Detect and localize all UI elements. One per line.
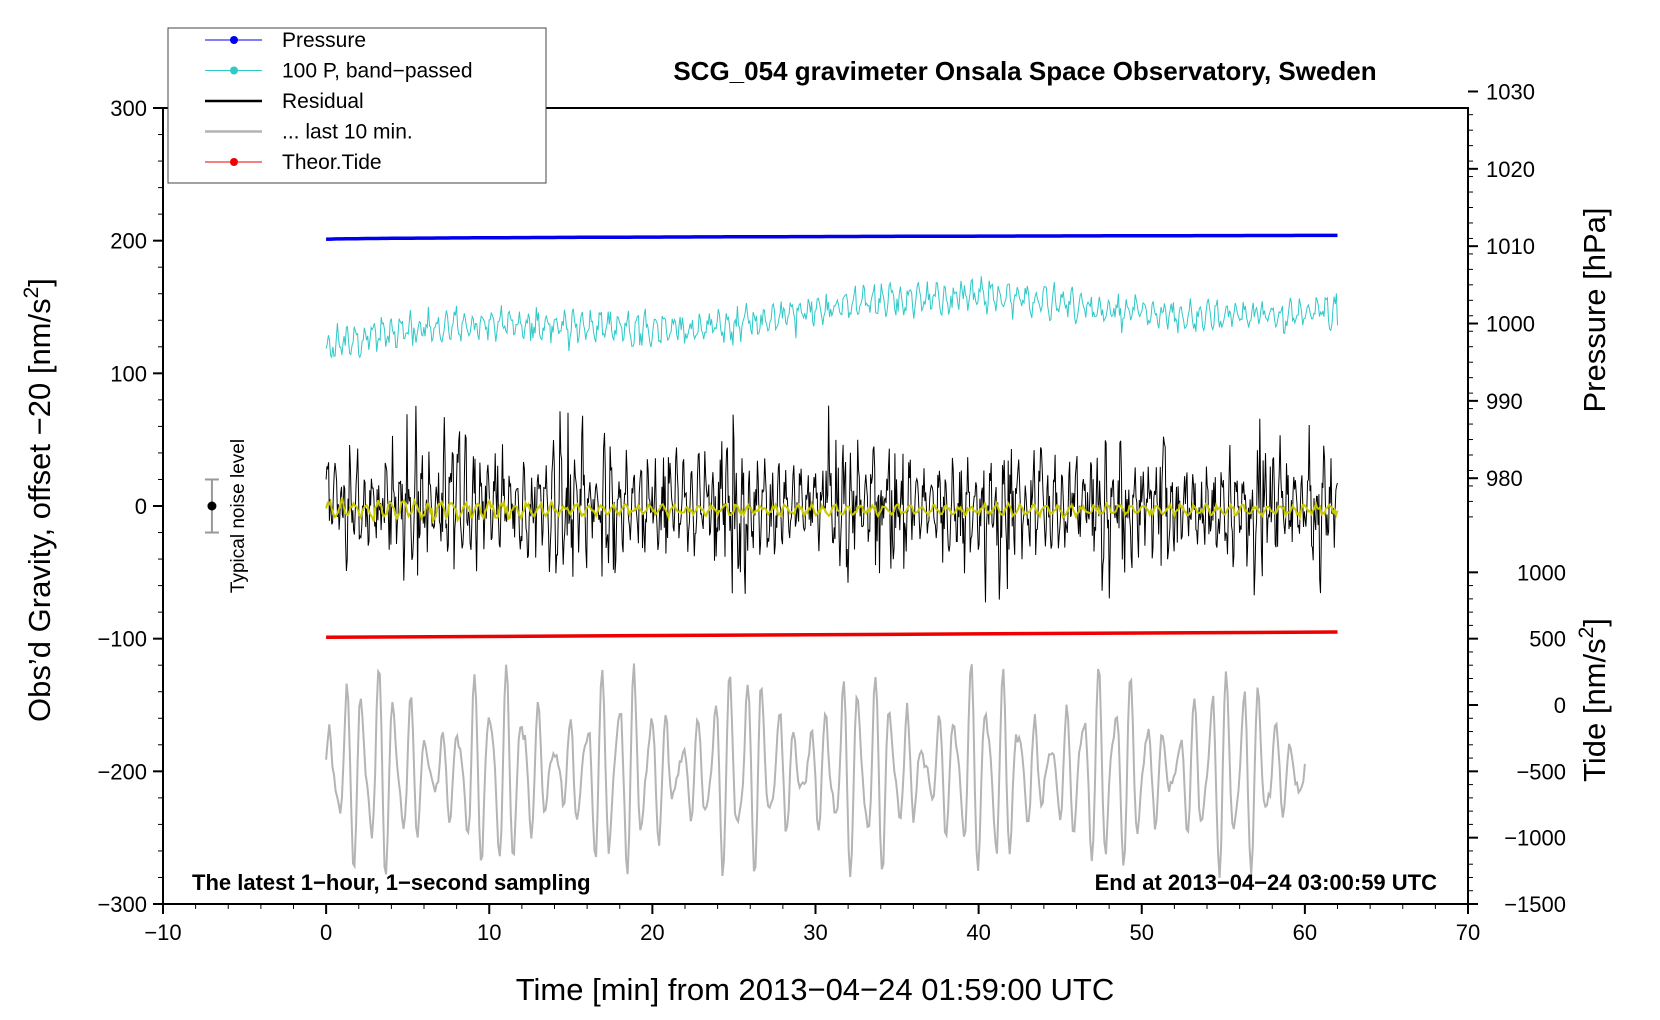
theor-tide-line [326, 630, 1338, 640]
y-tick-label: 100 [110, 361, 147, 386]
tide-tick-label: −500 [1516, 759, 1566, 784]
y-tick-label: −100 [97, 627, 147, 652]
pressure-line [326, 233, 1338, 242]
x-axis-label: Time [min] from 2013−04−24 01:59:00 UTC [516, 972, 1115, 1007]
residual-line [325, 405, 1338, 603]
legend-label: Pressure [282, 29, 366, 52]
legend-label: 100 P, band−passed [282, 60, 473, 83]
tide-tick-label: −1500 [1504, 892, 1566, 917]
tide-tick-label: −1000 [1504, 826, 1566, 851]
legend-box [167, 27, 547, 184]
y-tick-label: 300 [110, 96, 147, 121]
noise-indicator: Typical noise level [204, 439, 249, 593]
x-tick-label: −10 [144, 920, 181, 945]
legend: Pressure 100 P, band−passed Residual ... la… [167, 27, 547, 184]
note-right: End at 2013−04−24 03:00:59 UTC [1095, 870, 1438, 895]
y-axis-label-sup: 2 [20, 287, 43, 299]
legend-label: Residual [282, 90, 364, 113]
tide-axis-label-sup: 2 [1575, 627, 1598, 639]
legend-label: ... last 10 min. [282, 121, 413, 144]
noise-dot [207, 501, 217, 511]
legend-marker [230, 36, 238, 44]
y-axis-label-main: Obs’d Gravity, offset −20 [nm/s [22, 298, 57, 722]
x-tick-label: 20 [640, 920, 664, 945]
tide-tick-label: 0 [1554, 693, 1566, 718]
tide-tick-label: 500 [1529, 627, 1566, 652]
y-tick-label: −300 [97, 892, 147, 917]
band-passed-line [325, 276, 1338, 359]
legend-marker [230, 66, 238, 75]
noise-label: Typical noise level [228, 439, 249, 593]
x-tick-label: 40 [966, 920, 990, 945]
tide-tick-label: 1000 [1517, 560, 1566, 585]
tide-axis-label: Tide [nm/s2] [1575, 618, 1612, 782]
pressure-tick-label: 1010 [1486, 234, 1535, 259]
y-tick-label: 0 [135, 494, 147, 519]
pressure-tick-label: 1020 [1486, 157, 1535, 182]
pressure-tick-label: 1000 [1486, 312, 1535, 337]
y-tick-label: 200 [110, 229, 147, 254]
x-tick-label: 60 [1293, 920, 1317, 945]
last-10-min-line [325, 663, 1306, 878]
pressure-tick-label: 980 [1486, 466, 1523, 491]
tide-axis-label-main: Tide [nm/s [1577, 638, 1612, 782]
note-left: The latest 1−hour, 1−second sampling [192, 870, 591, 895]
pressure-tick-label: 1030 [1486, 79, 1535, 104]
legend-marker [230, 158, 238, 166]
pressure-axis-label: Pressure [hPa] [1577, 207, 1612, 412]
series-layer [325, 233, 1339, 878]
smoothed-residual-line [325, 496, 1339, 524]
x-tick-label: 10 [477, 920, 501, 945]
x-tick-label: 70 [1456, 920, 1480, 945]
x-tick-label: 30 [803, 920, 827, 945]
pressure-tick-label: 990 [1486, 389, 1523, 414]
legend-label: Theor.Tide [282, 151, 382, 174]
tide-axis-label-end: ] [1577, 618, 1612, 627]
chart-title: SCG_054 gravimeter Onsala Space Observat… [673, 56, 1376, 86]
y-axis-label: Obs’d Gravity, offset −20 [nm/s2] [20, 278, 57, 722]
x-tick-label: 0 [320, 920, 332, 945]
y-axis-label-end: ] [22, 278, 57, 287]
axes-layer: −10 0 10 20 30 40 50 60 703002001000−100−200−300… [97, 79, 1566, 945]
y-tick-label: −200 [97, 759, 147, 784]
x-tick-label: 50 [1130, 920, 1154, 945]
